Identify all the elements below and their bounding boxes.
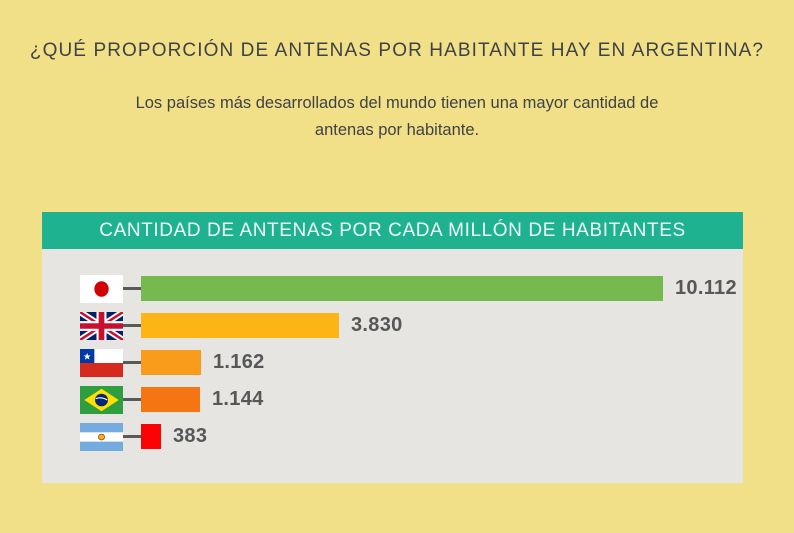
flag-bar-connector	[123, 435, 141, 438]
flag-bar-connector	[123, 324, 141, 327]
flag-bar-connector	[123, 361, 141, 364]
bar-row-ar: 383	[80, 422, 743, 451]
bar-value: 10.112	[675, 277, 737, 299]
bar-row-gb: 3.830	[80, 311, 743, 340]
bar-value: 1.144	[212, 388, 264, 410]
bar-cl	[141, 350, 201, 375]
infographic-page: ¿QUÉ PROPORCIÓN DE ANTENAS POR HABITANTE…	[0, 40, 794, 533]
bar-value: 383	[173, 425, 208, 447]
bar-gb	[141, 313, 339, 338]
bar-row-br: 1.144	[80, 385, 743, 414]
chart-card: CANTIDAD DE ANTENAS POR CADA MILLÓN DE H…	[42, 212, 743, 483]
bar-row-jp: 10.112	[80, 274, 743, 303]
reino-unido-flag-icon	[80, 311, 123, 340]
bar-row-cl: 1.162	[80, 348, 743, 377]
flag-bar-connector	[123, 287, 141, 290]
bar-jp	[141, 276, 663, 301]
chile-flag-icon	[80, 348, 123, 377]
bar-br	[141, 387, 200, 412]
bar-ar	[141, 424, 161, 449]
flag-bar-connector	[123, 398, 141, 401]
bar-value: 3.830	[351, 314, 403, 336]
page-title: ¿QUÉ PROPORCIÓN DE ANTENAS POR HABITANTE…	[29, 40, 765, 61]
japón-flag-icon	[80, 274, 123, 303]
page-subtitle: Los países más desarrollados del mundo t…	[135, 94, 659, 139]
brasil-flag-icon	[80, 385, 123, 414]
argentina-flag-icon	[80, 422, 123, 451]
bar-chart: 10.112 3.830 1.162 1.144 383	[42, 249, 743, 483]
bar-value: 1.162	[213, 351, 265, 373]
chart-title: CANTIDAD DE ANTENAS POR CADA MILLÓN DE H…	[42, 212, 743, 249]
